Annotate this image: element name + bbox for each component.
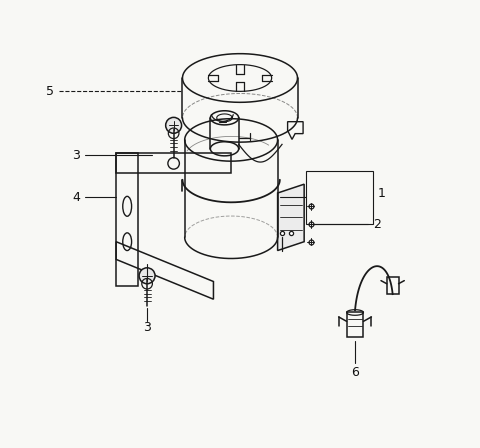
Circle shape xyxy=(139,268,155,284)
Text: 5: 5 xyxy=(46,85,54,98)
Text: 3: 3 xyxy=(72,149,80,162)
Bar xyxy=(306,171,373,224)
Bar xyxy=(347,313,363,337)
Text: 3: 3 xyxy=(143,322,151,335)
Text: 6: 6 xyxy=(351,366,359,379)
Circle shape xyxy=(166,117,181,134)
Text: 2: 2 xyxy=(373,217,381,231)
Bar xyxy=(387,277,398,294)
Text: 1: 1 xyxy=(378,186,385,199)
Polygon shape xyxy=(277,184,304,250)
Text: 4: 4 xyxy=(72,191,80,204)
Polygon shape xyxy=(288,122,303,139)
